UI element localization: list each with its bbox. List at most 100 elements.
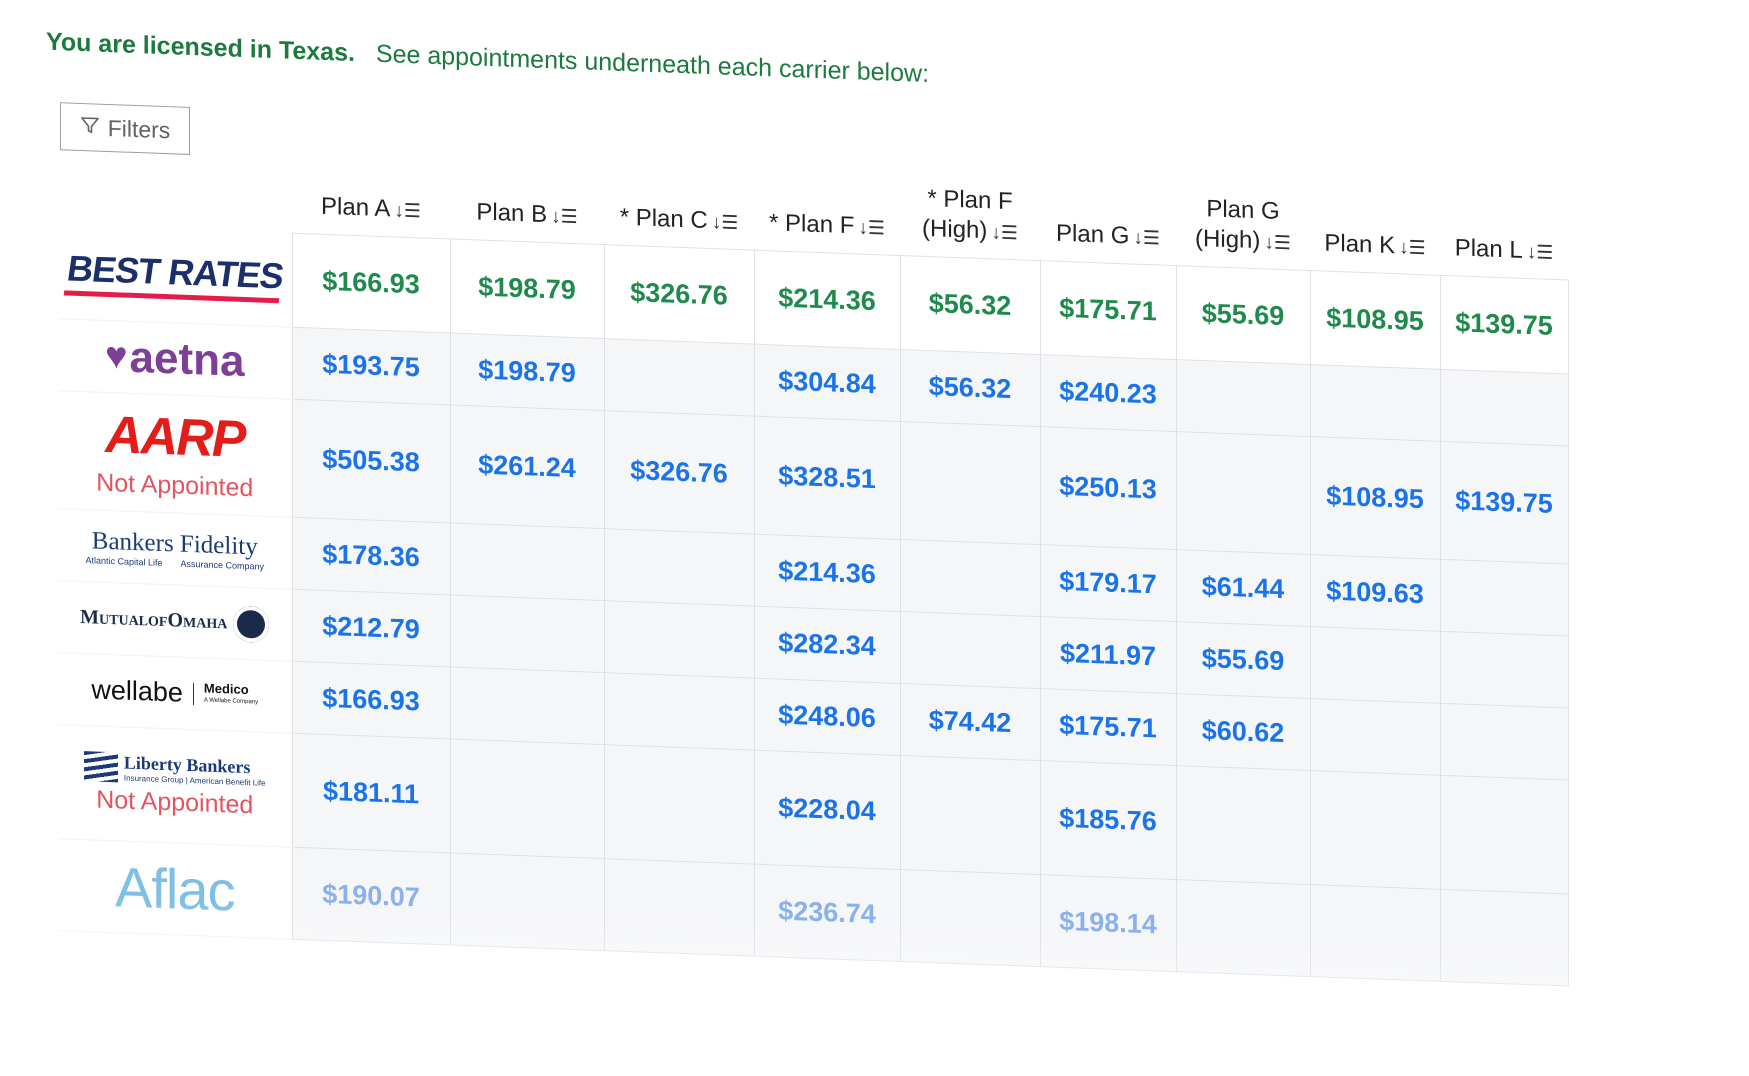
rate-cell[interactable]: $139.75: [1440, 441, 1568, 564]
sort-descending-icon[interactable]: ↓☰: [1399, 237, 1426, 260]
rate-cell[interactable]: $248.06: [754, 678, 900, 756]
rate-cell[interactable]: $61.44: [1176, 549, 1310, 627]
rate-cell[interactable]: $190.07: [292, 847, 450, 946]
rate-cell: [1440, 775, 1568, 894]
rate-cell: [900, 539, 1040, 617]
plan-header-2[interactable]: * Plan C ↓☰: [604, 172, 754, 250]
plan-header-3[interactable]: * Plan F ↓☰: [754, 178, 900, 256]
logo-text: Aflac: [115, 855, 235, 923]
rate-cell: [450, 739, 604, 859]
rate-cell[interactable]: $139.75: [1440, 275, 1568, 374]
logo-partner-sub: A Wellabe Company: [203, 696, 259, 705]
filters-button[interactable]: Filters: [60, 102, 190, 155]
rate-cell[interactable]: $55.69: [1176, 621, 1310, 699]
heart-icon: ♥: [104, 334, 128, 378]
rate-cell[interactable]: $55.69: [1176, 265, 1310, 365]
rate-cell[interactable]: $175.71: [1040, 260, 1176, 360]
sort-descending-icon[interactable]: ↓☰: [394, 200, 421, 223]
carrier-cell: Liberty Bankers Insurance Group | America…: [58, 724, 292, 848]
wellabe-logo: wellabe Medico A Wellabe Company: [59, 673, 291, 712]
plan-header-0[interactable]: Plan A ↓☰: [292, 161, 450, 239]
rate-cell[interactable]: $282.34: [754, 606, 900, 684]
rate-cell[interactable]: $214.36: [754, 534, 900, 612]
sort-descending-icon[interactable]: ↓☰: [1526, 241, 1554, 264]
carrier-cell: MutualofOmaha: [58, 580, 292, 662]
rate-cell[interactable]: $179.17: [1040, 544, 1176, 622]
rate-cell: [604, 858, 754, 957]
rate-cell[interactable]: $60.62: [1176, 693, 1310, 771]
rate-cell[interactable]: $240.23: [1040, 354, 1176, 432]
rate-cell: [900, 755, 1040, 875]
sort-descending-icon[interactable]: ↓☰: [1133, 227, 1160, 250]
sort-descending-icon[interactable]: ↓☰: [551, 206, 578, 229]
plan-header-8[interactable]: Plan L ↓☰: [1440, 203, 1568, 280]
aflac-logo: Aflac: [59, 852, 291, 925]
rate-cell[interactable]: $261.24: [450, 405, 604, 529]
rate-cell[interactable]: $193.75: [292, 327, 450, 406]
mutual-of-omaha-logo: MutualofOmaha: [59, 599, 291, 643]
carrier-cell: ♥ aetna: [58, 318, 292, 400]
rate-cell[interactable]: $211.97: [1040, 616, 1176, 694]
rate-cell[interactable]: $228.04: [754, 750, 900, 870]
logo-text: AARP: [105, 405, 245, 469]
rate-cell[interactable]: $304.84: [754, 344, 900, 422]
plan-header-6[interactable]: Plan G (High) ↓☰: [1176, 193, 1310, 270]
sort-descending-icon[interactable]: ↓☰: [858, 217, 885, 240]
rate-cell[interactable]: $56.32: [900, 255, 1040, 355]
rate-cell: [1310, 626, 1440, 704]
plan-header-4[interactable]: * Plan F (High) ↓☰: [900, 183, 1040, 261]
rate-cell[interactable]: $212.79: [292, 589, 450, 668]
rate-cell[interactable]: $185.76: [1040, 760, 1176, 880]
rate-cell[interactable]: $166.93: [292, 233, 450, 334]
rate-cell[interactable]: $178.36: [292, 517, 450, 596]
logo-sub-left: Atlantic Capital Life: [85, 554, 163, 568]
rate-cell[interactable]: $198.79: [450, 239, 604, 339]
rate-cell[interactable]: $326.76: [604, 244, 754, 345]
plan-name: Plan A: [321, 192, 391, 223]
rate-cell: [1176, 431, 1310, 555]
rate-cell[interactable]: $250.13: [1040, 426, 1176, 550]
rate-cell: [1310, 770, 1440, 890]
rate-cell[interactable]: $328.51: [754, 416, 900, 540]
plan-header-7[interactable]: Plan K ↓☰: [1310, 198, 1440, 275]
sort-descending-icon[interactable]: ↓☰: [1264, 232, 1291, 255]
rate-cell[interactable]: $236.74: [754, 864, 900, 962]
sort-descending-icon[interactable]: ↓☰: [991, 222, 1018, 245]
filter-icon: [80, 113, 100, 141]
rate-cell[interactable]: $198.14: [1040, 874, 1176, 972]
rate-cell[interactable]: $108.95: [1310, 436, 1440, 560]
logo-text: BEST RATES: [64, 247, 286, 297]
plan-header-1[interactable]: Plan B ↓☰: [450, 167, 604, 245]
rate-cell[interactable]: $166.93: [292, 661, 450, 740]
rate-cell[interactable]: $175.71: [1040, 688, 1176, 766]
rate-cell: [1440, 631, 1568, 708]
licensed-state-text: You are licensed in Texas.: [46, 27, 355, 68]
plan-name: Plan B: [476, 198, 548, 229]
best-rates-logo: BEST RATES: [59, 247, 291, 304]
rate-cell: [1310, 698, 1440, 776]
carrier-cell: BEST RATES: [58, 224, 292, 328]
sort-descending-icon[interactable]: ↓☰: [711, 212, 739, 235]
plan-name: * Plan F: [927, 185, 1013, 216]
rate-cell: [1310, 884, 1440, 982]
rate-cell[interactable]: $214.36: [754, 250, 900, 350]
rate-cell[interactable]: $108.95: [1310, 270, 1440, 370]
rate-cell: [1176, 359, 1310, 437]
rates-table: Plan A ↓☰ Plan B ↓☰ * Plan C ↓☰ * Plan F ↓☰ * Pl…: [58, 152, 1569, 986]
rate-cell: [450, 667, 604, 745]
liberty-bankers-wordmark: Liberty Bankers Insurance Group | America…: [124, 753, 266, 788]
plan-header-5[interactable]: Plan G ↓☰: [1040, 188, 1176, 265]
rate-cell[interactable]: $326.76: [604, 410, 754, 535]
rate-cell[interactable]: $56.32: [900, 349, 1040, 427]
carrier-cell: AARP Not Appointed: [58, 390, 292, 518]
rate-cell[interactable]: $198.79: [450, 333, 604, 411]
rate-cell[interactable]: $74.42: [900, 683, 1040, 761]
rate-cell[interactable]: $505.38: [292, 399, 450, 524]
aarp-logo: AARP: [59, 403, 291, 471]
plan-name-suffix: (High): [922, 214, 988, 245]
plan-name: * Plan C: [619, 203, 708, 234]
rate-cell[interactable]: $181.11: [292, 733, 450, 854]
plan-name: Plan L: [1454, 234, 1523, 264]
rate-cell[interactable]: $109.63: [1310, 554, 1440, 632]
